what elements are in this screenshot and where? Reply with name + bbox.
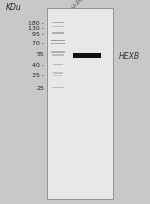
Text: 95 -: 95 -: [32, 32, 44, 37]
Bar: [47, 9, 113, 199]
Text: 70 -: 70 -: [32, 40, 44, 45]
Bar: [52, 26, 64, 28]
Bar: [52, 23, 64, 24]
Bar: [52, 64, 63, 66]
Text: 25: 25: [36, 85, 44, 90]
Bar: [52, 87, 64, 89]
Bar: [51, 43, 64, 45]
Text: U-2O7: U-2O7: [71, 0, 88, 10]
Bar: [52, 55, 64, 57]
Bar: [52, 33, 64, 35]
Bar: [53, 75, 62, 77]
Text: 130 -: 130 -: [28, 26, 44, 31]
Text: 180 -: 180 -: [28, 21, 44, 26]
Text: 40 -: 40 -: [32, 63, 44, 68]
Text: HEXB: HEXB: [118, 52, 140, 61]
Text: 55: 55: [36, 52, 44, 57]
Bar: [51, 52, 64, 54]
Bar: [73, 54, 101, 59]
Text: KDu: KDu: [6, 3, 22, 12]
Bar: [52, 73, 63, 74]
Text: 35 -: 35 -: [32, 73, 44, 78]
Bar: [51, 41, 64, 42]
